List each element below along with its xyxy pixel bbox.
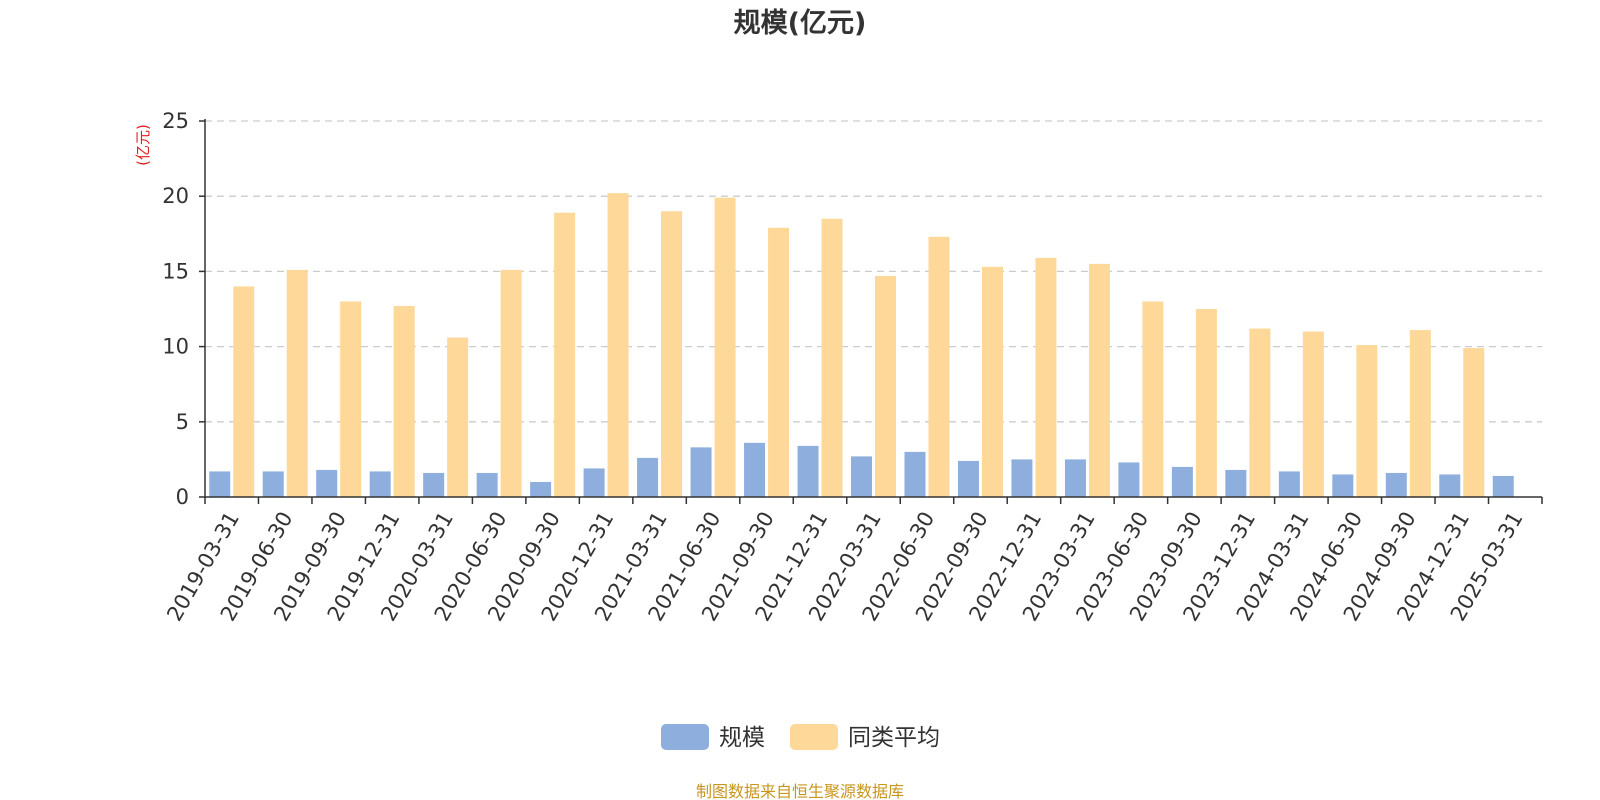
bar-scale bbox=[1118, 462, 1140, 497]
bar-peer-average bbox=[1302, 331, 1324, 497]
bar-peer-average bbox=[447, 337, 469, 497]
bar-peer-average bbox=[981, 266, 1003, 497]
y-tick-label: 10 bbox=[162, 335, 189, 359]
bar-peer-average bbox=[1035, 257, 1057, 497]
bar-scale bbox=[797, 445, 819, 497]
bar-scale bbox=[530, 481, 552, 497]
bar-scale bbox=[1171, 466, 1193, 497]
bar-peer-average bbox=[1195, 309, 1217, 497]
bar-scale bbox=[1011, 459, 1033, 497]
bar-peer-average bbox=[340, 301, 362, 497]
bar-scale bbox=[1332, 474, 1354, 497]
source-note: 制图数据来自恒生聚源数据库 bbox=[696, 782, 904, 800]
bar-peer-average bbox=[607, 193, 629, 497]
bar-scale bbox=[369, 471, 391, 497]
bar-peer-average bbox=[768, 227, 790, 497]
bar-scale bbox=[1278, 471, 1300, 497]
bar-peer-average bbox=[1463, 348, 1485, 497]
bar-scale bbox=[1225, 469, 1247, 497]
legend-label-scale[interactable]: 规模 bbox=[719, 725, 765, 751]
bar-peer-average bbox=[500, 269, 522, 497]
chart-title: 规模(亿元) bbox=[734, 8, 867, 39]
bar-scale bbox=[957, 460, 979, 497]
bar-scale bbox=[476, 472, 498, 497]
bar-peer-average bbox=[928, 236, 950, 498]
y-tick-label: 20 bbox=[162, 184, 189, 208]
bar-scale bbox=[744, 442, 766, 497]
legend-swatch-scale[interactable] bbox=[661, 724, 709, 750]
y-tick-label: 15 bbox=[162, 259, 189, 283]
y-tick-label: 25 bbox=[162, 109, 189, 133]
bar-scale bbox=[1385, 472, 1407, 497]
y-axis-unit-label: (亿元) bbox=[134, 124, 152, 166]
bar-peer-average bbox=[1409, 330, 1431, 497]
bar-peer-average bbox=[714, 197, 736, 498]
legend-swatch-peer-average[interactable] bbox=[790, 724, 838, 750]
bar-peer-average bbox=[554, 212, 576, 497]
legend: 规模 同类平均 bbox=[661, 724, 940, 751]
bar-scale bbox=[316, 469, 338, 497]
bar-peer-average bbox=[661, 211, 683, 498]
bar-scale bbox=[904, 451, 926, 497]
y-tick-label: 5 bbox=[176, 410, 189, 434]
bar-peer-average bbox=[393, 305, 415, 497]
bar-peer-average bbox=[1088, 263, 1110, 497]
bars bbox=[209, 193, 1514, 498]
grid-lines bbox=[205, 120, 1542, 423]
bar-scale bbox=[637, 457, 659, 497]
bar-scale bbox=[423, 472, 445, 497]
bar-peer-average bbox=[821, 218, 843, 497]
bar-scale bbox=[1439, 474, 1461, 497]
bar-peer-average bbox=[875, 275, 896, 497]
bar-scale bbox=[262, 471, 284, 497]
legend-label-peer-average[interactable]: 同类平均 bbox=[848, 725, 940, 751]
bar-peer-average bbox=[1356, 345, 1378, 497]
bar-scale bbox=[690, 447, 712, 497]
y-tick-label: 0 bbox=[176, 485, 189, 509]
bar-scale bbox=[851, 456, 872, 497]
bar-peer-average bbox=[1142, 301, 1164, 497]
bar-scale bbox=[209, 471, 231, 497]
bar-scale bbox=[583, 468, 605, 497]
bar-scale bbox=[1064, 459, 1086, 497]
axes: 05101520252019-03-312019-06-302019-09-30… bbox=[162, 109, 1543, 625]
bar-peer-average bbox=[233, 286, 255, 497]
bar-peer-average bbox=[286, 269, 308, 497]
bar-scale bbox=[1492, 475, 1514, 497]
bar-peer-average bbox=[1249, 328, 1271, 497]
